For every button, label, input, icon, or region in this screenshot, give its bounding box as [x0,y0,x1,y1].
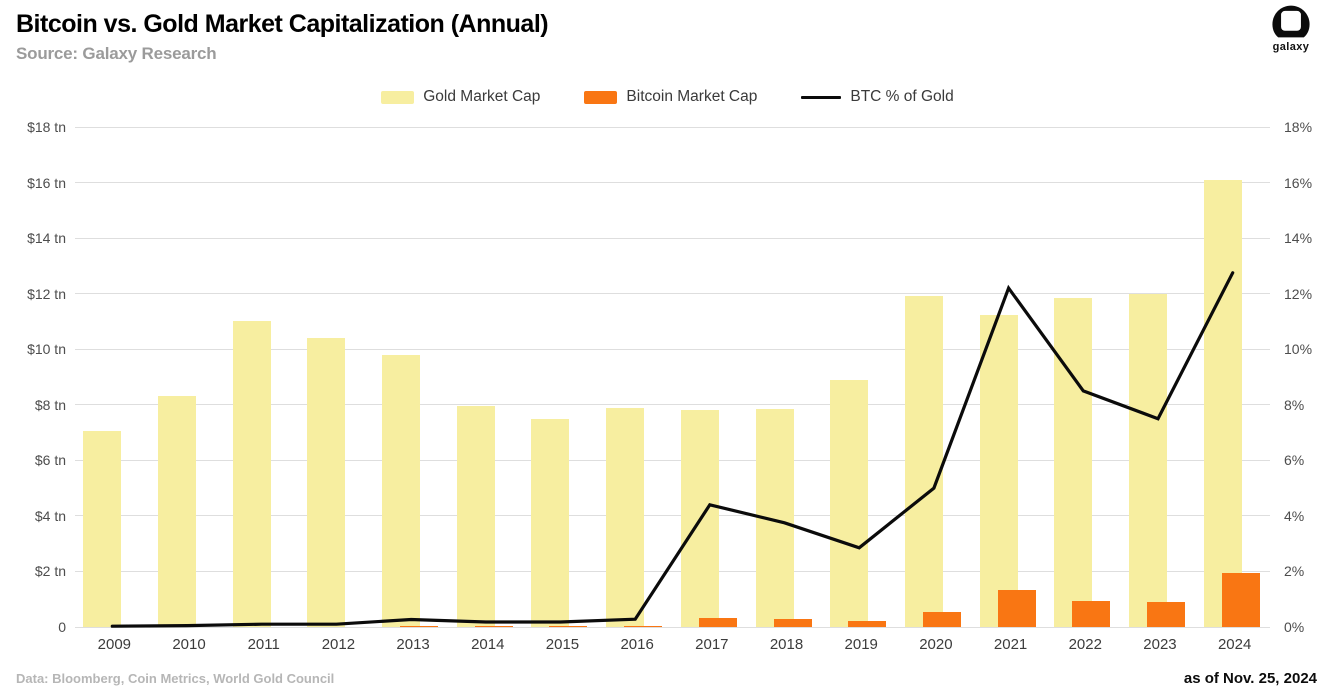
galaxy-logo: galaxy [1263,5,1319,53]
bitcoin-bar-2013 [400,626,439,627]
y-axis-tick-right: 2% [1284,563,1305,580]
gridline [75,182,1270,184]
legend-item-bitcoin: Bitcoin Market Cap [584,88,757,106]
bitcoin-bar-2023 [1146,602,1185,627]
x-axis-label-2021: 2021 [993,636,1028,653]
bitcoin-bar-2019 [848,620,887,627]
bitcoin-swatch-icon [584,90,618,104]
gold-bar-2015 [531,418,570,627]
gold-bar-2021 [979,314,1018,627]
btc-percent-line [110,271,1235,628]
y-axis-tick-right: 4% [1284,507,1305,524]
gridline [75,515,1270,517]
chart-legend: Gold Market Cap Bitcoin Market Cap BTC %… [0,88,1335,106]
y-axis-tick-left: $6 tn [34,452,66,469]
x-axis-label-2018: 2018 [769,636,804,653]
bitcoin-bar-2015 [549,626,588,627]
gold-bar-2016 [606,407,645,627]
gold-bar-2024 [1203,179,1242,627]
y-axis-tick-right: 14% [1284,230,1313,247]
gold-bar-2011 [232,321,271,627]
y-axis-tick-left: $4 tn [34,507,66,524]
x-axis-label-2022: 2022 [1068,636,1102,653]
x-axis-label-2023: 2023 [1143,636,1177,653]
y-axis-tick-left: 0 [58,619,66,635]
y-axis-tick-left: $8 tn [34,396,66,413]
gridline [75,237,1270,239]
x-axis-label-2014: 2014 [471,636,505,653]
y-axis-tick-left: $14 tn [27,230,66,247]
bitcoin-bar-2020 [922,612,961,627]
x-axis-label-2015: 2015 [545,636,580,653]
legend-item-gold: Gold Market Cap [381,88,540,106]
gold-bar-2019 [830,379,869,627]
x-axis-label-2010: 2010 [172,636,206,653]
gridline [75,348,1270,350]
x-axis-label-2009: 2009 [97,636,132,653]
bitcoin-bar-2024 [1221,572,1260,627]
y-axis-tick-left: $10 tn [27,341,66,358]
x-axis-label-2012: 2012 [321,636,356,653]
x-axis-label-2024: 2024 [1217,636,1252,653]
y-axis-tick-right: 6% [1284,452,1305,469]
bitcoin-bar-2022 [1072,601,1111,627]
galaxy-logo-text: galaxy [1272,41,1310,53]
gold-bar-2009 [83,431,122,627]
bitcoin-bar-2016 [624,626,663,627]
x-axis-label-2011: 2011 [247,636,280,653]
gold-bar-2023 [1128,293,1167,627]
y-axis-tick-right: 0% [1284,619,1305,635]
x-axis-label-2013: 2013 [396,636,430,653]
y-axis-tick-left: $2 tn [34,563,66,580]
line-swatch-icon [801,95,842,99]
y-axis-tick-right: 8% [1284,396,1305,413]
page-subtitle: Source: Galaxy Research [16,44,217,63]
gridline [75,126,1270,128]
bitcoin-bar-2017 [698,617,737,627]
y-axis-tick-right: 10% [1284,341,1313,358]
x-axis-label-2017: 2017 [695,636,729,653]
gridline [75,570,1270,572]
gold-bar-2010 [158,396,197,627]
gold-bar-2022 [1054,297,1093,627]
gold-bar-2013 [382,354,421,627]
bitcoin-bar-2014 [474,626,513,627]
gridline [75,459,1270,461]
legend-label-gold: Gold Market Cap [423,88,541,105]
galaxy-logo-icon [1272,5,1310,38]
as-of-date: as of Nov. 25, 2024 [1183,670,1317,687]
gold-swatch-icon [381,90,415,104]
gold-bar-2020 [904,296,943,627]
y-axis-tick-left: $12 tn [27,285,66,302]
gold-bar-2012 [307,338,346,627]
page-title: Bitcoin vs. Gold Market Capitalization (… [16,10,549,38]
y-axis-tick-left: $16 tn [27,174,66,191]
x-axis-label-2019: 2019 [844,636,878,653]
y-axis-tick-right: 18% [1284,119,1313,135]
x-axis-label-2016: 2016 [620,636,654,653]
legend-label-bitcoin: Bitcoin Market Cap [626,88,758,105]
legend-label-btc-percent: BTC % of Gold [850,88,954,105]
legend-item-btc-percent: BTC % of Gold [801,88,954,106]
y-axis-tick-right: 16% [1284,174,1313,191]
x-axis-label-2020: 2020 [919,636,953,653]
y-axis-tick-right: 12% [1284,285,1313,302]
bitcoin-bar-2021 [997,590,1036,627]
bitcoin-bar-2018 [773,618,812,627]
gold-bar-2014 [456,406,495,627]
gridline [75,626,1270,628]
plot-area: 0 0% $2 tn 2% $4 tn 4% $6 tn 6% $8 tn 8% $10 tn 10%… [27,119,1312,653]
data-source-note: Data: Bloomberg, Coin Metrics, World Gol… [16,671,335,686]
y-axis-tick-left: $18 tn [27,119,66,135]
gridline [75,293,1270,295]
gridline [75,404,1270,406]
